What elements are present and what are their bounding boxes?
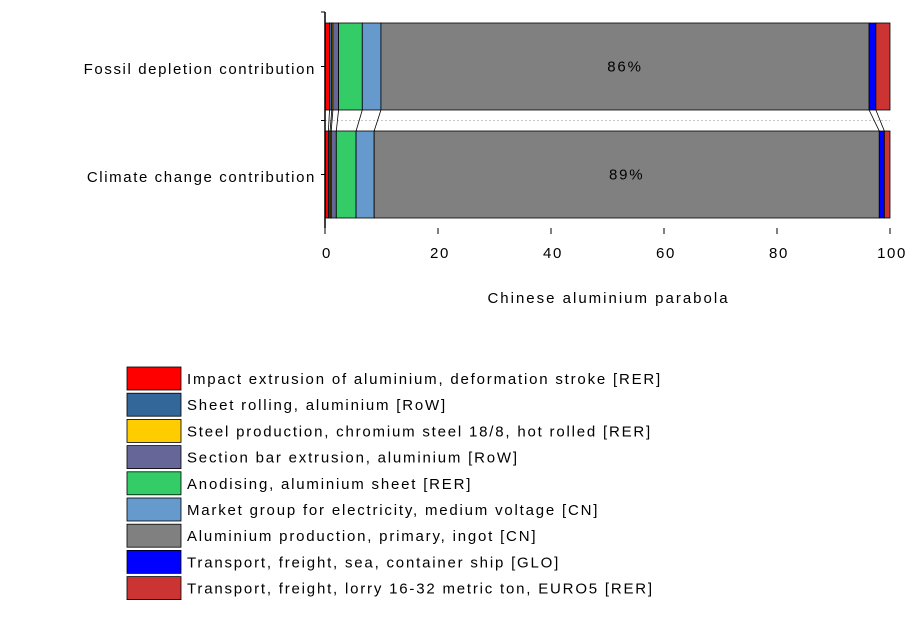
bar-segment <box>878 130 885 219</box>
bar-segment <box>332 22 339 111</box>
bar-segment <box>338 22 363 111</box>
legend-label: Market group for electricity, medium vol… <box>187 502 599 519</box>
series-connector-line <box>329 109 333 132</box>
legend-label: Aluminium production, primary, ingot [CN… <box>187 528 537 545</box>
legend-swatch <box>126 576 182 600</box>
bar-segment <box>380 22 870 111</box>
data-label: 89% <box>609 167 644 184</box>
legend-swatch <box>126 471 182 496</box>
legend-label: Transport, freight, lorry 16-32 metric t… <box>187 581 654 598</box>
x-tick-label: 80 <box>769 245 789 262</box>
legend-label: Transport, freight, sea, container ship … <box>187 554 560 571</box>
legend-swatch <box>126 418 182 443</box>
x-axis-title: Chinese aluminium parabola <box>487 290 729 307</box>
data-label: 86% <box>607 59 642 76</box>
x-tick-label: 60 <box>656 245 676 262</box>
bar-segment <box>361 22 382 111</box>
legend-label: Anodising, aluminium sheet [RER] <box>187 476 472 493</box>
legend-label: Impact extrusion of aluminium, deformati… <box>187 371 662 388</box>
x-tick-label: 100 <box>877 245 907 262</box>
x-tick-label: 0 <box>322 245 332 262</box>
legend-swatch <box>126 392 182 417</box>
bar-segment <box>373 130 880 219</box>
series-connector-line <box>355 109 363 132</box>
bar-segment <box>330 130 337 219</box>
legend-swatch <box>126 523 182 548</box>
legend-swatch <box>126 366 182 391</box>
x-tick-label: 40 <box>543 245 563 262</box>
series-connector-line <box>335 109 339 132</box>
legend-swatch <box>126 497 182 522</box>
legend-label: Section bar extrusion, aluminium [RoW] <box>187 450 519 467</box>
bar-segment <box>883 130 891 219</box>
legend-swatch <box>126 445 182 470</box>
series-connector-line <box>868 109 880 132</box>
legend-label: Steel production, chromium steel 18/8, h… <box>187 423 652 440</box>
legend-label: Sheet rolling, aluminium [RoW] <box>187 397 447 414</box>
category-label: Fossil depletion contribution <box>84 61 316 78</box>
bar-segment <box>875 22 891 111</box>
series-connector-line <box>373 109 382 132</box>
bar-segment <box>868 22 877 111</box>
x-tick-label: 20 <box>430 245 450 262</box>
series-connector-line <box>330 109 334 132</box>
series-connector-line <box>327 109 330 132</box>
category-label: Climate change contribution <box>87 169 316 186</box>
bar-segment <box>355 130 375 219</box>
bar-segment <box>335 130 357 219</box>
legend-swatch <box>126 550 182 574</box>
series-connector-line <box>875 109 885 132</box>
